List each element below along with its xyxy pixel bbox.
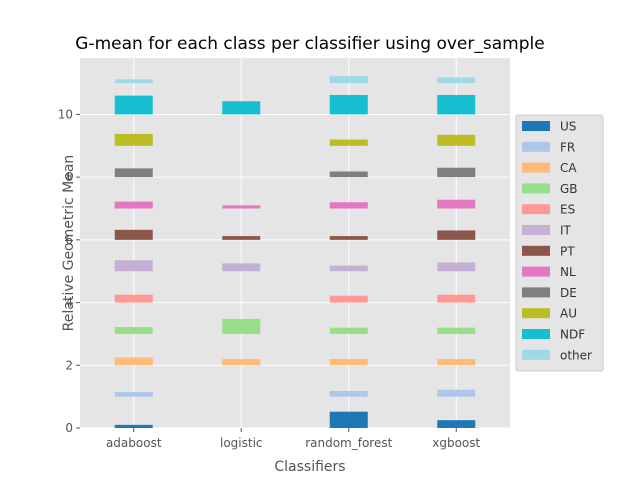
bar-DE-adaboost: [114, 168, 153, 178]
bar-GB-logistic: [222, 318, 261, 334]
bar-CA-adaboost: [114, 357, 153, 366]
legend-label-IT: IT: [560, 224, 572, 238]
legend-label-GB: GB: [560, 182, 578, 196]
bar-NDF-logistic: [222, 101, 261, 115]
bar-NL-xgboost: [437, 199, 476, 209]
legend-swatch-GB: [522, 183, 550, 194]
bar-AU-random_forest: [329, 139, 368, 146]
bar-DE-random_forest: [329, 171, 368, 178]
bar-FR-random_forest: [329, 391, 368, 397]
bar-AU-adaboost: [114, 133, 153, 146]
legend-label-NDF: NDF: [560, 328, 585, 342]
legend-swatch-DE: [522, 287, 550, 298]
bar-NDF-adaboost: [114, 95, 153, 115]
x-axis-label: Classifiers: [274, 459, 345, 475]
legend-swatch-FR: [522, 141, 550, 152]
bar-ES-random_forest: [329, 295, 368, 303]
plot-area: [80, 58, 510, 428]
bar-US-adaboost: [114, 424, 153, 428]
y-tick-label: 0: [65, 421, 73, 435]
legend-swatch-NDF: [522, 329, 550, 339]
bar-CA-random_forest: [329, 359, 368, 366]
legend-swatch-other: [522, 349, 550, 360]
bar-FR-xgboost: [437, 389, 476, 397]
bar-PT-adaboost: [114, 229, 153, 240]
bar-PT-random_forest: [329, 236, 368, 240]
bar-IT-logistic: [222, 263, 261, 272]
y-tick-label: 4: [65, 296, 73, 310]
bar-AU-xgboost: [437, 134, 476, 146]
legend-label-US: US: [560, 120, 576, 134]
y-tick-label: 6: [65, 233, 73, 247]
bar-US-xgboost: [437, 420, 476, 428]
x-tick-label: xgboost: [432, 436, 480, 450]
y-axis-ticks: 0 2 4 6 8 10: [58, 107, 80, 435]
legend-label-PT: PT: [560, 244, 575, 258]
bar-GB-random_forest: [329, 327, 368, 334]
y-tick-label: 2: [65, 358, 73, 372]
bar-ES-adaboost: [114, 294, 153, 303]
legend-label-ES: ES: [560, 203, 575, 217]
legend-swatch-ES: [522, 204, 550, 215]
x-tick-label: logistic: [220, 436, 263, 450]
bar-other-random_forest: [329, 76, 368, 84]
bar-other-xgboost: [437, 77, 476, 84]
bar-DE-xgboost: [437, 167, 476, 178]
legend: US FR CA GB ES IT PT NL DE AU NDF other: [515, 114, 604, 372]
bar-GB-xgboost: [437, 327, 476, 334]
bar-IT-adaboost: [114, 260, 153, 272]
y-tick-label: 8: [65, 170, 73, 184]
legend-swatch-IT: [522, 225, 550, 235]
legend-label-NL: NL: [560, 265, 576, 279]
chart-title: G-mean for each class per classifier usi…: [75, 34, 544, 54]
legend-swatch-CA: [522, 162, 550, 173]
x-axis-ticks: adaboost logistic random_forest xgboost: [106, 428, 481, 450]
legend-label-AU: AU: [560, 307, 577, 321]
x-tick-label: random_forest: [305, 436, 392, 450]
legend-label-FR: FR: [560, 140, 575, 154]
bar-NL-logistic: [222, 205, 261, 209]
bar-NDF-random_forest: [329, 95, 368, 115]
legend-frame: [515, 114, 604, 372]
legend-swatch-AU: [522, 308, 550, 319]
bar-other-adaboost: [114, 79, 153, 84]
bar-PT-xgboost: [437, 230, 476, 240]
legend-swatch-PT: [522, 245, 550, 256]
bar-NDF-xgboost: [437, 95, 476, 115]
bars: [114, 76, 476, 428]
bar-ES-xgboost: [437, 294, 476, 303]
legend-label-CA: CA: [560, 161, 577, 175]
bar-IT-random_forest: [329, 265, 368, 272]
bar-GB-adaboost: [114, 327, 153, 334]
bar-IT-xgboost: [437, 262, 476, 272]
x-tick-label: adaboost: [106, 436, 162, 450]
bar-NL-random_forest: [329, 202, 368, 209]
y-tick-label: 10: [58, 107, 73, 121]
bar-CA-logistic: [222, 359, 261, 366]
legend-label-other: other: [560, 348, 592, 362]
bar-US-random_forest: [329, 411, 368, 428]
legend-label-DE: DE: [560, 286, 577, 300]
legend-swatch-US: [522, 121, 550, 131]
bar-FR-adaboost: [114, 391, 153, 397]
bar-NL-adaboost: [114, 201, 153, 209]
y-axis-label: Relative Geometric Mean: [61, 155, 77, 332]
bar-CA-xgboost: [437, 359, 476, 366]
bar-PT-logistic: [222, 236, 261, 240]
legend-swatch-NL: [522, 266, 550, 277]
